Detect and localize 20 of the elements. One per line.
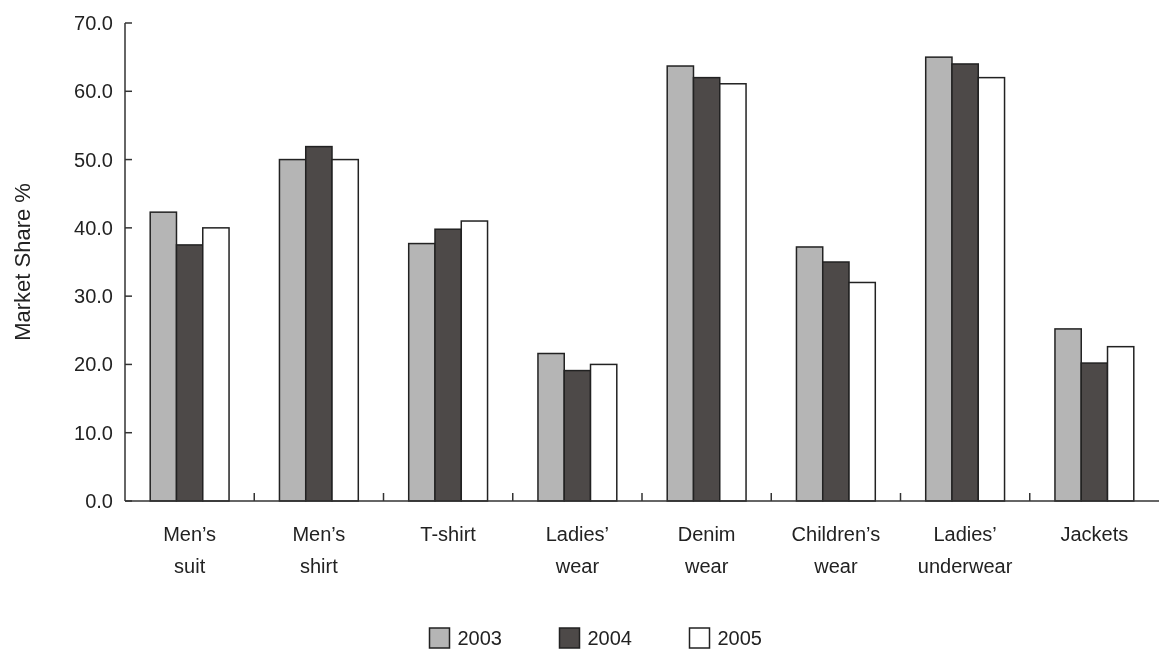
x-tick-label: Men’s shirt [292, 523, 346, 577]
x-tick-label: Children’s wear [791, 523, 881, 577]
x-tick-label: Ladies’ wear [545, 523, 610, 577]
x-tick-label: Men’s suit [163, 523, 217, 577]
y-tick-label: 50.0 [74, 148, 113, 171]
y-tick-label: 20.0 [74, 353, 113, 376]
legend-label: 2003 [457, 627, 502, 649]
x-tick-label: Ladies’ underwear [917, 523, 1013, 577]
x-tick-label: Jackets [1060, 523, 1129, 545]
y-tick-label: 60.0 [74, 80, 113, 103]
x-tick-label: Denim wear [677, 523, 736, 577]
legend-label: 2004 [587, 627, 632, 649]
x-tick-label: T-shirt [420, 523, 477, 545]
legend-label: 2005 [717, 627, 762, 649]
y-tick-label: 70.0 [74, 12, 113, 34]
y-tick-label: 0.0 [85, 490, 113, 512]
y-axis-title: Market Share % [10, 183, 35, 341]
y-tick-label: 40.0 [74, 216, 113, 239]
y-tick-label: 30.0 [74, 285, 113, 308]
y-tick-label: 10.0 [74, 421, 113, 444]
